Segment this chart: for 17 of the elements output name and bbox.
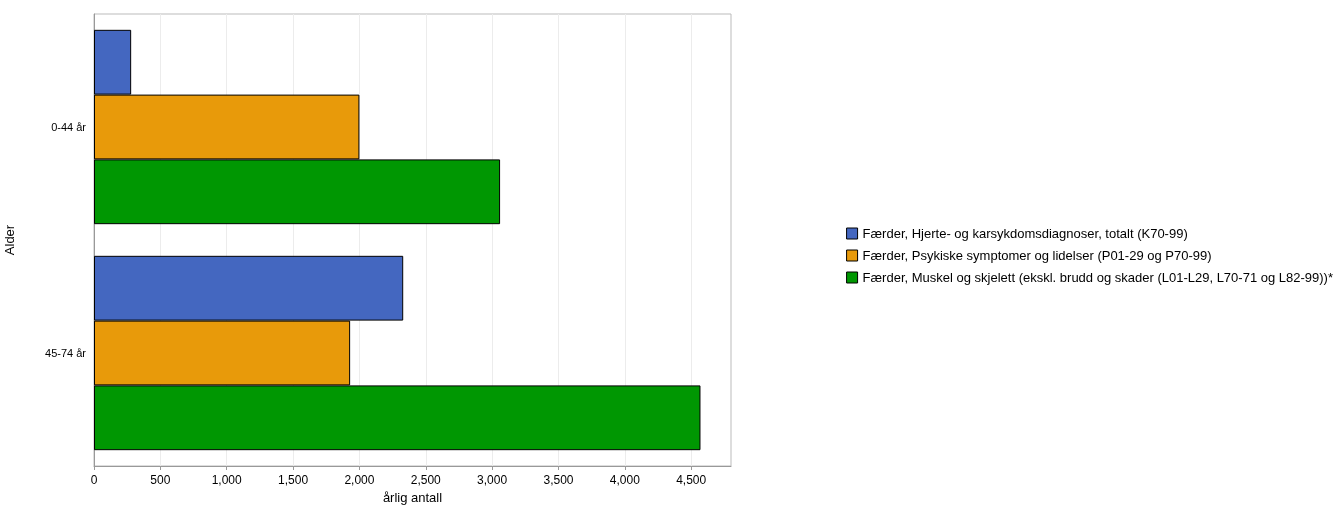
x-tick-label: 3,500 [543, 473, 574, 487]
x-tick-label: 0 [90, 473, 98, 487]
legend-label: Færder, Muskel og skjelett (ekskl. brudd og skader (L01-L29, L70-71 og L82-99))* [862, 270, 1334, 285]
x-tick-label: 1,500 [278, 473, 309, 487]
x-tick-label: 2,000 [344, 473, 375, 487]
x-tick-label: 2,500 [410, 473, 442, 487]
y-tick-label: 0-44 år [51, 121, 87, 133]
x-tick-label: 500 [150, 473, 171, 487]
legend-label: Færder, Hjerte- og karsykdomsdiagnoser, totalt (K70-99) [862, 226, 1188, 241]
x-tick-label: 1,000 [211, 473, 243, 487]
x-tick-label: 4,500 [676, 473, 707, 487]
x-tick-label: 3,000 [477, 473, 508, 487]
x-axis-title: årlig antall [382, 489, 443, 505]
legend-label: Færder, Psykiske symptomer og lidelser (P01-29 og P70-99) [862, 248, 1212, 263]
y-tick-label: 45-74 år [45, 347, 87, 359]
y-axis-title: Alder [2, 224, 17, 256]
x-tick-label: 4,000 [609, 473, 641, 487]
